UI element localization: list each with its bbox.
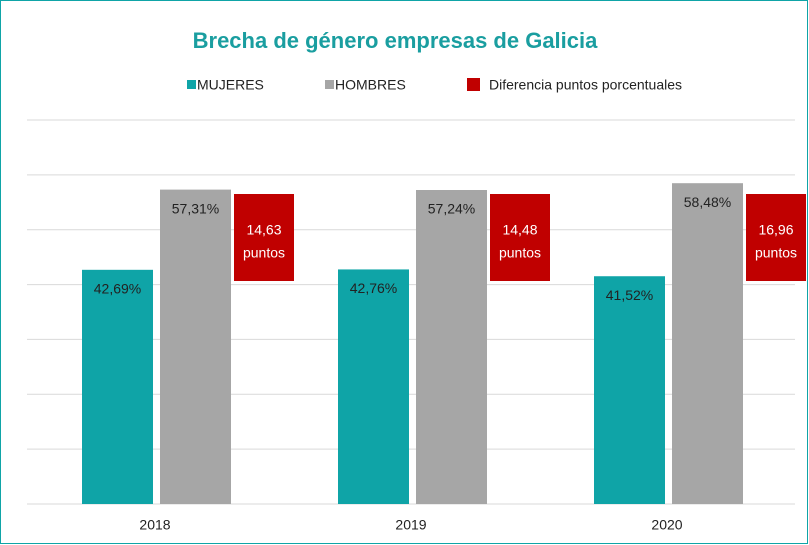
value-label: 57,31% xyxy=(172,200,219,216)
value-label: 58,48% xyxy=(684,194,731,210)
bar xyxy=(82,269,153,504)
legend-swatch xyxy=(187,80,196,89)
value-label: 57,24% xyxy=(428,201,475,217)
x-tick-label: 2018 xyxy=(139,517,170,533)
x-tick-label: 2019 xyxy=(395,517,426,533)
bar xyxy=(338,269,409,504)
value-label: 41,52% xyxy=(606,287,653,303)
bar xyxy=(672,183,743,504)
legend-label: Diferencia puntos porcentuales xyxy=(489,77,682,93)
value-label: 42,69% xyxy=(94,281,141,297)
legend-swatch xyxy=(325,80,334,89)
difference-unit: puntos xyxy=(755,245,797,261)
chart-title: Brecha de género empresas de Galicia xyxy=(193,28,599,53)
difference-box xyxy=(746,194,806,281)
bar xyxy=(416,189,487,504)
legend-swatch xyxy=(467,78,480,91)
difference-box xyxy=(234,194,294,281)
difference-label: 14,48 xyxy=(502,222,537,238)
difference-box xyxy=(490,194,550,281)
x-tick-label: 2020 xyxy=(651,517,682,533)
difference-label: 16,96 xyxy=(758,222,793,238)
value-label: 42,76% xyxy=(350,280,397,296)
bar xyxy=(594,276,665,504)
bar xyxy=(160,189,231,504)
difference-label: 14,63 xyxy=(246,222,281,238)
difference-unit: puntos xyxy=(243,245,285,261)
legend-label: HOMBRES xyxy=(335,77,406,93)
difference-unit: puntos xyxy=(499,245,541,261)
legend-label: MUJERES xyxy=(197,77,264,93)
